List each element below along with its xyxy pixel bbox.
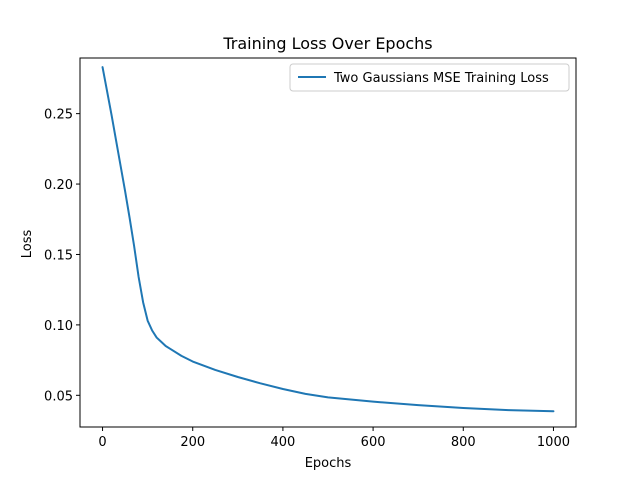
y-axis-label: Loss <box>20 230 35 259</box>
series-layer <box>101 66 555 413</box>
x-tick-label: 800 <box>451 435 476 450</box>
x-tick-label: 0 <box>98 435 106 450</box>
series-line-0 <box>101 66 555 413</box>
x-tick-label: 1000 <box>537 435 570 450</box>
x-axis-label: Epochs <box>305 456 352 471</box>
y-tick-label: 0.10 <box>44 319 73 334</box>
y-axis-ticks: 0.05 0.10 0.15 0.20 0.25 <box>44 108 80 404</box>
x-tick-label: 400 <box>270 435 295 450</box>
legend: Two Gaussians MSE Training Loss <box>289 63 570 92</box>
legend-series-label: Two Gaussians MSE Training Loss <box>333 71 549 86</box>
legend-box <box>289 63 570 92</box>
x-axis-ticks: 0 200 400 600 800 1000 <box>98 427 570 450</box>
x-tick-label: 600 <box>361 435 386 450</box>
y-tick-label: 0.15 <box>44 248 73 263</box>
y-tick-label: 0.25 <box>44 108 73 123</box>
chart-title: Training Loss Over Epochs <box>222 34 432 53</box>
y-tick-label: 0.20 <box>44 178 73 193</box>
y-tick-label: 0.05 <box>44 389 73 404</box>
plot-area <box>79 57 577 428</box>
x-tick-label: 200 <box>180 435 205 450</box>
plot-frame <box>79 57 577 428</box>
